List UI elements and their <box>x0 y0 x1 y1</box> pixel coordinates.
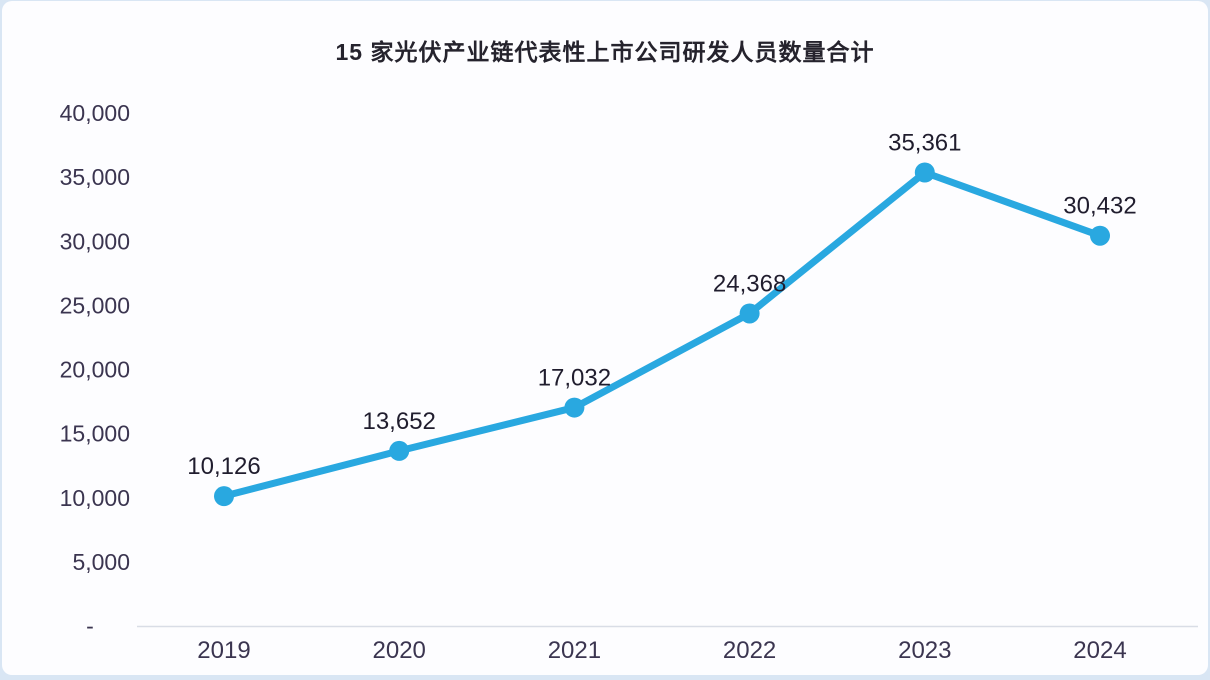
x-axis-tick-label: 2022 <box>723 637 776 664</box>
data-point-marker <box>739 303 760 324</box>
data-point-marker <box>914 162 935 183</box>
x-axis-tick-label: 2024 <box>1073 637 1126 664</box>
data-point-marker <box>564 397 585 418</box>
y-axis-tick-label: - <box>86 613 94 639</box>
y-axis-tick-label: 10,000 <box>60 485 130 511</box>
y-axis-tick-label: 5,000 <box>72 549 130 575</box>
data-point-marker <box>389 440 410 461</box>
x-axis-tick-label: 2021 <box>548 637 601 664</box>
x-axis-tick-label: 2023 <box>898 637 951 664</box>
data-point-label: 35,361 <box>888 129 961 156</box>
data-point-marker <box>214 486 234 507</box>
series-line <box>220 168 1104 500</box>
y-axis-tick-label: 15,000 <box>60 421 130 447</box>
data-point-label: 24,368 <box>713 270 786 297</box>
x-axis-tick-label: 2020 <box>373 637 426 664</box>
data-point-marker <box>1090 225 1110 246</box>
y-axis-tick-label: 35,000 <box>60 164 130 190</box>
y-axis-tick-label: 30,000 <box>60 228 130 254</box>
data-point-label: 30,432 <box>1063 193 1136 220</box>
y-axis-tick-label: 20,000 <box>60 357 130 383</box>
y-axis-tick-label: 40,000 <box>60 100 130 126</box>
data-point-label: 13,652 <box>362 408 435 435</box>
y-axis-tick-label: 25,000 <box>60 292 130 318</box>
chart-title: 15 家光伏产业链代表性上市公司研发人员数量合计 <box>335 39 875 65</box>
data-point-label: 10,126 <box>187 453 260 480</box>
x-axis-tick-label: 2019 <box>197 637 250 664</box>
data-point-label: 17,032 <box>538 365 611 392</box>
